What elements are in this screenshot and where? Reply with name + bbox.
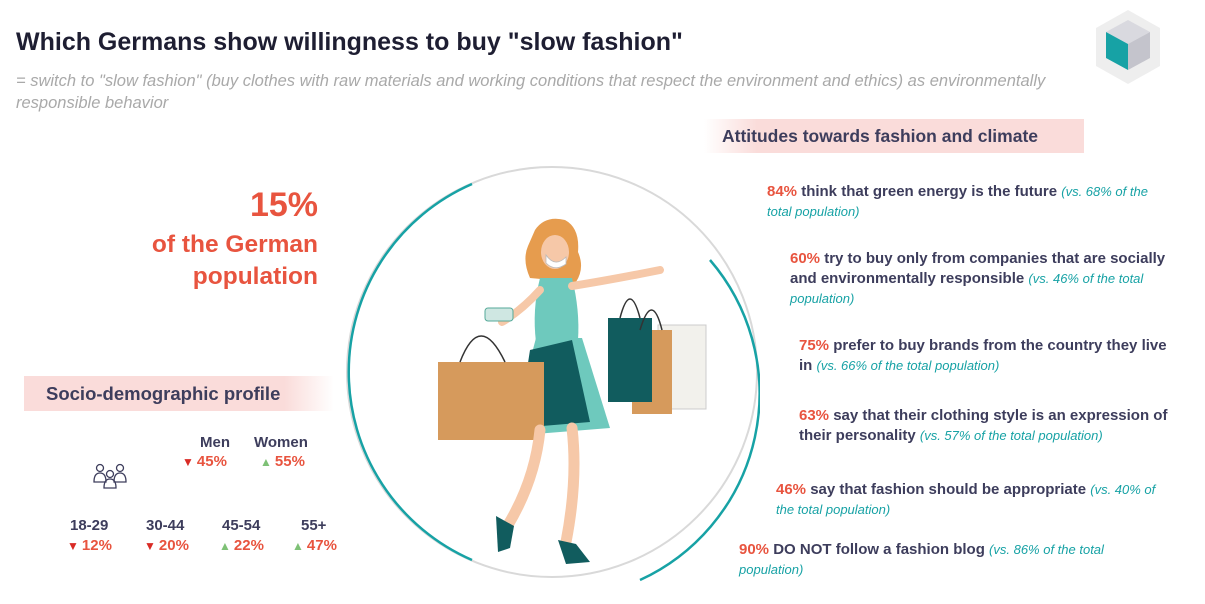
attitudes-title: Attitudes towards fashion and climate (722, 126, 1039, 146)
attitudes-band (704, 119, 1084, 153)
attitude-fashion-blog: 90% DO NOT follow a fashion blog (vs. 86… (739, 541, 1104, 577)
up-arrow-icon: ▲ (219, 539, 231, 553)
age-55-plus-value: ▲ 47% (292, 537, 337, 554)
age-45-54-label: 45-54 (222, 517, 261, 534)
up-arrow-icon: ▲ (292, 539, 304, 553)
age-18-29-label: 18-29 (70, 517, 109, 534)
gender-men-label: Men (200, 434, 230, 451)
down-arrow-icon: ▼ (67, 539, 79, 553)
page-subtitle: = switch to "slow fashion" (buy clothes … (16, 72, 1046, 112)
age-30-44-label: 30-44 (146, 517, 185, 534)
profile-title: Socio-demographic profile (46, 383, 281, 404)
age-55-plus-label: 55+ (301, 517, 327, 534)
shopping-woman-illustration (346, 166, 760, 582)
age-45-54-value: ▲ 22% (219, 537, 264, 554)
headline-label: of the German population (151, 231, 318, 290)
people-group-icon (93, 463, 127, 489)
down-arrow-icon: ▼ (182, 455, 194, 469)
attitude-local-brands: 75% prefer to buy brands from the countr… (799, 337, 1167, 374)
gender-men-value: ▼ 45% (182, 453, 227, 470)
age-30-44-value: ▼ 20% (144, 537, 189, 554)
age-18-29-value: ▼ 12% (67, 537, 112, 554)
attitude-fashion-appropriate: 46% say that fashion should be appropria… (776, 481, 1156, 517)
headline-percent: 15% (249, 186, 318, 224)
gender-women-value: ▲ 55% (260, 453, 305, 470)
cube-logo-icon (1096, 10, 1160, 84)
down-arrow-icon: ▼ (144, 539, 156, 553)
up-arrow-icon: ▲ (260, 455, 272, 469)
attitude-responsible-companies: 60% try to buy only from companies that … (790, 250, 1166, 306)
attitude-style-personality: 63% say that their clothing style is an … (799, 407, 1168, 444)
page-title: Which Germans show willingness to buy "s… (16, 28, 683, 56)
attitude-green-energy: 84% think that green energy is the futur… (767, 183, 1148, 219)
gender-women-label: Women (254, 434, 308, 451)
profile-band (24, 376, 334, 411)
